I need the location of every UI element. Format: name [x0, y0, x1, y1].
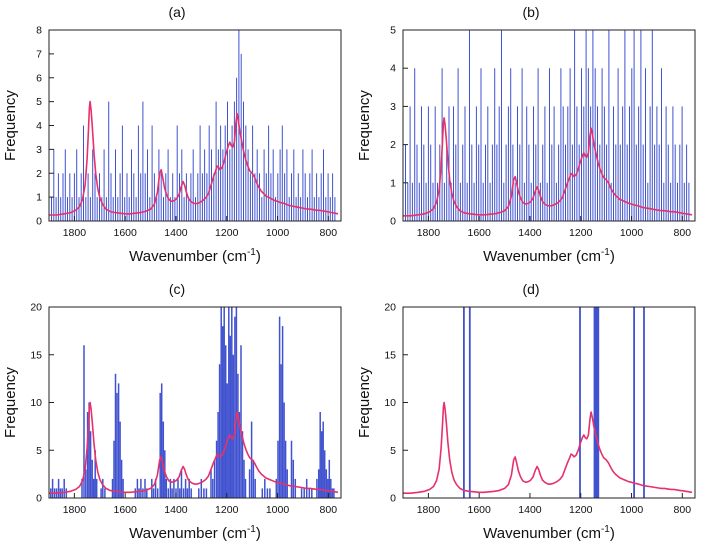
svg-text:3: 3: [390, 101, 396, 113]
svg-text:0: 0: [390, 493, 396, 505]
svg-text:Frequency: Frequency: [2, 90, 19, 161]
svg-text:Wavenumber (cm-1): Wavenumber (cm-1): [483, 247, 615, 265]
svg-text:1400: 1400: [164, 227, 188, 239]
svg-text:6: 6: [36, 72, 42, 84]
svg-text:5: 5: [36, 445, 42, 457]
svg-text:800: 800: [320, 504, 338, 516]
svg-text:10: 10: [384, 397, 396, 409]
svg-text:Wavenumber (cm-1): Wavenumber (cm-1): [129, 524, 261, 542]
svg-text:4: 4: [36, 120, 42, 132]
panel-a-title: (a): [168, 4, 186, 20]
panel-d-title: (d): [522, 281, 540, 297]
svg-text:0: 0: [36, 493, 42, 505]
svg-text:1000: 1000: [266, 504, 290, 516]
panel-a-chart: 1800 1600 1400 1200 1000 800 0 1 2 3 4 5 6 7 8 Wavenumb…: [2, 25, 342, 265]
svg-text:1800: 1800: [417, 504, 441, 516]
svg-text:1400: 1400: [518, 227, 542, 239]
panel-a: (a) 1800 1600 1400 1200 1000 800 0 1 2 3 4 5 6 7 8 Wave…: [0, 0, 354, 277]
svg-text:1600: 1600: [113, 227, 137, 239]
svg-text:5: 5: [36, 96, 42, 108]
svg-text:Frequency: Frequency: [2, 367, 19, 438]
svg-text:0: 0: [36, 216, 42, 228]
svg-text:20: 20: [384, 302, 396, 314]
svg-text:1200: 1200: [569, 504, 593, 516]
svg-text:1600: 1600: [467, 504, 491, 516]
panel-b-chart: 1800 1600 1400 1200 1000 800 0 1 2 3 4 5 Wavenumber …: [356, 25, 696, 265]
svg-text:3: 3: [36, 144, 42, 156]
svg-text:2: 2: [390, 139, 396, 151]
panel-c-title: (c): [168, 281, 186, 297]
svg-text:4: 4: [390, 63, 396, 75]
panel-d-chart: 1800 1600 1400 1200 1000 800 0 5 10 15 20 Wavenumbe…: [356, 302, 696, 542]
svg-text:0: 0: [390, 216, 396, 228]
svg-text:800: 800: [674, 227, 692, 239]
svg-text:1: 1: [390, 177, 396, 189]
svg-text:1400: 1400: [164, 504, 188, 516]
panel-b: (b) 1800 1600 1400 1200 1000 800 0 1 2 3 4 5 Wavenum…: [354, 0, 708, 277]
svg-text:1000: 1000: [266, 227, 290, 239]
svg-text:1800: 1800: [63, 504, 87, 516]
svg-text:1: 1: [36, 192, 42, 204]
svg-text:1800: 1800: [63, 227, 87, 239]
panel-b-title: (b): [522, 4, 540, 20]
svg-text:8: 8: [36, 25, 42, 37]
svg-text:1200: 1200: [215, 504, 239, 516]
svg-text:5: 5: [390, 25, 396, 37]
svg-text:1600: 1600: [113, 504, 137, 516]
svg-text:1000: 1000: [620, 227, 644, 239]
svg-text:Frequency: Frequency: [356, 90, 373, 161]
svg-text:Wavenumber (cm-1): Wavenumber (cm-1): [129, 247, 261, 265]
svg-text:1400: 1400: [518, 504, 542, 516]
svg-text:1000: 1000: [620, 504, 644, 516]
svg-text:800: 800: [320, 227, 338, 239]
svg-text:10: 10: [30, 397, 42, 409]
panel-c: (c) 1800 1600 1400 1200 1000 800 0 5 10 15 20 Waven…: [0, 277, 354, 554]
svg-text:15: 15: [30, 349, 42, 361]
svg-text:2: 2: [36, 168, 42, 180]
svg-text:15: 15: [384, 349, 396, 361]
svg-text:7: 7: [36, 48, 42, 60]
svg-text:1200: 1200: [569, 227, 593, 239]
svg-text:1800: 1800: [417, 227, 441, 239]
svg-text:Wavenumber (cm-1): Wavenumber (cm-1): [483, 524, 615, 542]
svg-text:800: 800: [674, 504, 692, 516]
panel-d: (d) 1800 1600 1400 1200 1000 800 0 5 10 15 20 Waven…: [354, 277, 708, 554]
svg-text:Frequency: Frequency: [356, 367, 373, 438]
panel-c-chart: 1800 1600 1400 1200 1000 800 0 5 10 15 20 Wavenumbe…: [2, 302, 342, 542]
svg-text:1600: 1600: [467, 227, 491, 239]
svg-text:5: 5: [390, 445, 396, 457]
svg-text:20: 20: [30, 302, 42, 314]
svg-text:1200: 1200: [215, 227, 239, 239]
